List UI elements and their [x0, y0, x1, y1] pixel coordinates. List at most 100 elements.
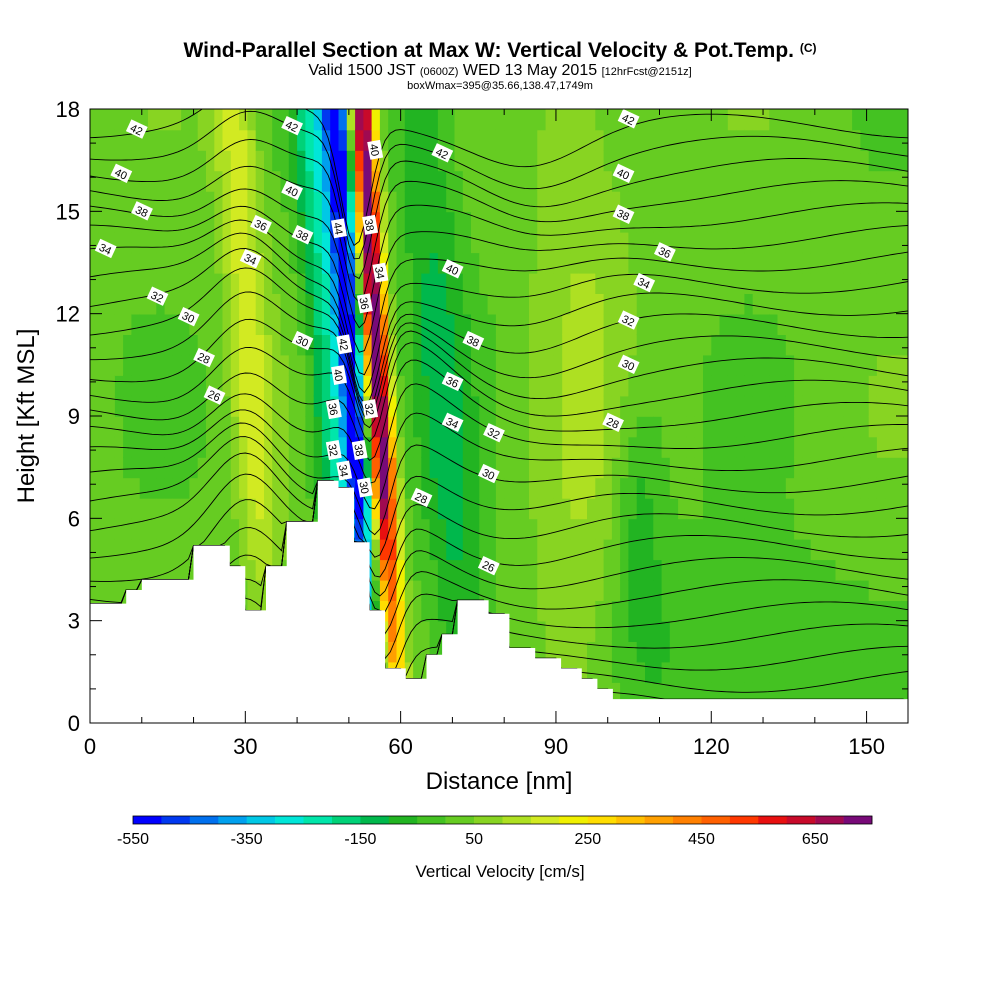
- velocity-cell: [90, 477, 100, 499]
- velocity-cell: [421, 375, 431, 397]
- velocity-cell: [429, 538, 439, 561]
- velocity-cell: [346, 129, 356, 151]
- velocity-cell: [545, 375, 555, 397]
- velocity-cell: [429, 170, 439, 192]
- velocity-cell: [587, 436, 597, 458]
- velocity-cell: [628, 416, 638, 438]
- velocity-cell: [338, 375, 348, 397]
- velocity-cell: [123, 334, 133, 356]
- velocity-cell: [413, 293, 423, 315]
- velocity-cell: [288, 313, 298, 335]
- velocity-cell: [802, 579, 812, 601]
- velocity-cell: [744, 293, 754, 315]
- velocity-cell: [280, 538, 290, 561]
- velocity-cell: [876, 436, 886, 458]
- velocity-cell: [901, 497, 908, 520]
- velocity-cell: [835, 313, 845, 335]
- velocity-cell: [860, 416, 870, 438]
- velocity-cell: [761, 661, 771, 683]
- velocity-cell: [653, 334, 663, 356]
- velocity-cell: [131, 190, 141, 213]
- isentrope-label-text: 38: [615, 208, 631, 224]
- velocity-cell: [611, 538, 621, 561]
- velocity-cell: [752, 313, 762, 335]
- velocity-cell: [421, 395, 431, 417]
- velocity-cell: [404, 416, 414, 438]
- velocity-cell: [529, 456, 539, 479]
- velocity-cell: [379, 518, 389, 540]
- velocity-cell: [471, 538, 481, 561]
- velocity-cell: [355, 518, 365, 540]
- velocity-cell: [645, 620, 655, 642]
- x-axis-ticks: 0 30 60 90 120 150: [84, 109, 885, 759]
- velocity-cell: [338, 293, 348, 315]
- velocity-cell: [545, 559, 555, 581]
- velocity-cell: [214, 211, 224, 233]
- velocity-cell: [885, 109, 895, 131]
- velocity-cell: [239, 538, 249, 561]
- velocity-cell: [90, 190, 100, 213]
- velocity-cell: [156, 252, 166, 274]
- velocity-cell: [123, 416, 133, 438]
- isentrope-label-text: 42: [620, 112, 636, 128]
- velocity-cell: [843, 600, 853, 622]
- velocity-cell: [587, 375, 597, 397]
- velocity-cell: [396, 579, 406, 601]
- velocity-cell: [827, 497, 837, 520]
- velocity-cell: [645, 497, 655, 520]
- velocity-cell: [876, 661, 886, 683]
- velocity-cell: [603, 436, 613, 458]
- velocity-cell: [703, 436, 713, 458]
- velocity-cell: [587, 313, 597, 335]
- velocity-cell: [446, 620, 456, 642]
- velocity-cell: [727, 375, 737, 397]
- velocity-cell: [843, 375, 853, 397]
- velocity-cell: [620, 293, 630, 315]
- velocity-cell: [363, 313, 373, 335]
- isentrope-label: 40: [612, 163, 635, 184]
- velocity-cell: [752, 579, 762, 601]
- velocity-cell: [752, 477, 762, 499]
- velocity-cell: [297, 395, 307, 417]
- velocity-cell: [139, 190, 149, 213]
- velocity-cell: [719, 620, 729, 642]
- velocity-cell: [388, 436, 398, 458]
- velocity-cell: [206, 497, 216, 520]
- velocity-cell: [214, 497, 224, 520]
- velocity-cell: [98, 497, 108, 520]
- isentrope-label: 40: [110, 163, 133, 184]
- velocity-cell: [413, 190, 423, 213]
- velocity-cell: [222, 354, 232, 376]
- velocity-cell: [288, 334, 298, 356]
- velocity-cell: [512, 149, 522, 172]
- velocity-cell: [901, 293, 908, 315]
- velocity-cell: [761, 620, 771, 642]
- velocity-cell: [321, 252, 331, 274]
- velocity-cell: [578, 231, 588, 254]
- velocity-cell: [545, 600, 555, 622]
- velocity-cell: [893, 620, 903, 642]
- velocity-cell: [562, 559, 572, 581]
- velocity-cell: [595, 518, 605, 540]
- velocity-cell: [553, 354, 563, 376]
- velocity-cell: [379, 375, 389, 397]
- velocity-cell: [752, 231, 762, 254]
- velocity-cell: [214, 518, 224, 540]
- velocity-cell: [454, 313, 464, 335]
- velocity-cell: [371, 272, 381, 294]
- velocity-cell: [719, 579, 729, 601]
- velocity-cell: [611, 293, 621, 315]
- isentrope-line: [90, 452, 908, 578]
- velocity-cell: [479, 190, 489, 213]
- velocity-cell: [810, 190, 820, 213]
- velocity-cell: [636, 354, 646, 376]
- velocity-cell: [264, 252, 274, 274]
- velocity-cell: [769, 518, 779, 540]
- velocity-cell: [247, 497, 257, 520]
- velocity-cell: [562, 620, 572, 642]
- velocity-cell: [703, 375, 713, 397]
- isentrope-label: 34: [336, 460, 353, 481]
- velocity-cell: [346, 313, 356, 335]
- isentrope-contours: [90, 109, 908, 701]
- velocity-cell: [197, 109, 207, 131]
